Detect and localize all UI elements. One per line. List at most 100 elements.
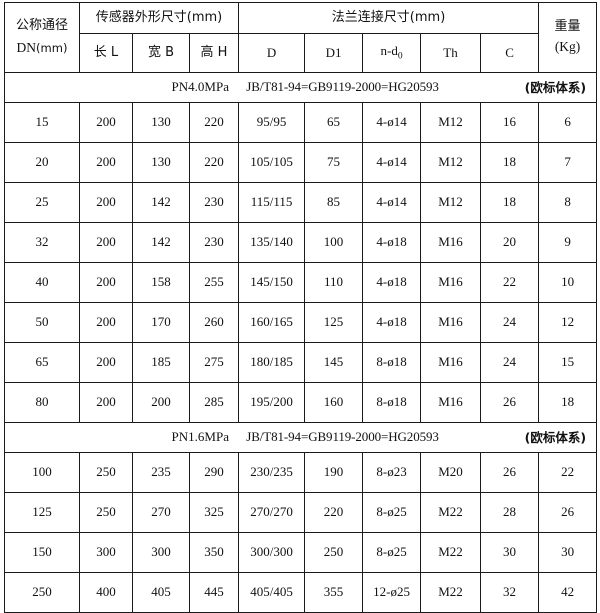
- cell-h: 275: [188, 342, 240, 383]
- cell-nd0: 8-ø25: [362, 492, 422, 533]
- cell-kg: 42: [538, 572, 598, 613]
- table-row: 65 200 185 275 180/185 145 8-ø18 M16 24 15: [4, 342, 598, 383]
- cell-c: 18: [480, 142, 540, 183]
- cell-kg: 26: [538, 492, 598, 533]
- cell-c: 32: [480, 572, 540, 613]
- cell-th: M16: [420, 382, 482, 423]
- specification-table: 公称通径 DN(mm) 传感器外形尺寸(mm) 法兰连接尺寸(mm) 重量 (K…: [3, 2, 598, 613]
- cell-th: M12: [420, 142, 482, 183]
- header-group-row: 公称通径 DN(mm) 传感器外形尺寸(mm) 法兰连接尺寸(mm) 重量 (K…: [4, 2, 598, 73]
- table-body: PN4.0MPa JB/T81-94=GB9119-2000=HG20593 (欧标…: [3, 72, 598, 613]
- cell-dn: 50: [4, 302, 80, 343]
- cell-d: 105/105: [238, 142, 306, 183]
- cell-kg: 22: [538, 452, 598, 493]
- cell-l: 250: [79, 452, 133, 493]
- cell-dn: 32: [4, 222, 80, 263]
- cell-b: 200: [132, 382, 190, 423]
- cell-c: 28: [480, 492, 540, 533]
- cell-h: 220: [188, 102, 240, 143]
- section-standard-code: JB/T81-94=GB9119-2000=HG20593: [246, 429, 439, 445]
- cell-d: 195/200: [238, 382, 306, 423]
- cell-l: 200: [79, 382, 133, 423]
- cell-kg: 9: [538, 222, 598, 263]
- cell-th: M20: [420, 452, 482, 493]
- table-row: 20 200 130 220 105/105 75 4-ø14 M12 18 7: [4, 142, 598, 183]
- cell-b: 185: [132, 342, 190, 383]
- cell-b: 235: [132, 452, 190, 493]
- cell-dn: 20: [4, 142, 80, 183]
- cell-d1: 160: [304, 382, 364, 423]
- cell-l: 200: [79, 262, 133, 303]
- cell-b: 142: [132, 222, 190, 263]
- cell-kg: 30: [538, 532, 598, 573]
- cell-dn: 65: [4, 342, 80, 383]
- header-nominal-diameter-unit: DN(mm): [16, 39, 68, 55]
- header-col-d: D: [238, 33, 306, 73]
- cell-d: 300/300: [238, 532, 306, 573]
- cell-d: 180/185: [238, 342, 306, 383]
- cell-d: 230/235: [238, 452, 306, 493]
- cell-c: 20: [480, 222, 540, 263]
- cell-b: 270: [132, 492, 190, 533]
- cell-c: 22: [480, 262, 540, 303]
- header-sensor-dimensions: 传感器外形尺寸(mm): [78, 2, 240, 34]
- section-header-cell: PN1.6MPa JB/T81-94=GB9119-2000=HG20593 (欧标…: [3, 422, 598, 453]
- header-col-width: 宽 B: [132, 33, 190, 73]
- header-column-row: 长 L 宽 B 高 H D D1 n-d0 Th C: [5, 33, 597, 73]
- cell-b: 130: [132, 142, 190, 183]
- cell-th: M16: [420, 302, 482, 343]
- cell-b: 170: [132, 302, 190, 343]
- cell-dn: 40: [4, 262, 80, 303]
- cell-b: 158: [132, 262, 190, 303]
- table-row: 32 200 142 230 135/140 100 4-ø18 M16 20 9: [4, 222, 598, 263]
- cell-d1: 125: [304, 302, 364, 343]
- cell-c: 30: [480, 532, 540, 573]
- cell-d1: 100: [304, 222, 364, 263]
- cell-kg: 18: [538, 382, 598, 423]
- table-header: 公称通径 DN(mm) 传感器外形尺寸(mm) 法兰连接尺寸(mm) 重量 (K…: [4, 2, 598, 73]
- cell-d: 270/270: [238, 492, 306, 533]
- section-standard-note: (欧标体系): [524, 429, 587, 445]
- cell-kg: 7: [538, 142, 598, 183]
- cell-nd0: 4-ø14: [362, 102, 422, 143]
- cell-l: 200: [79, 182, 133, 223]
- cell-d1: 65: [304, 102, 364, 143]
- header-nominal-diameter-label: 公称通径: [15, 18, 68, 34]
- cell-l: 400: [79, 572, 133, 613]
- header-col-nd0: n-d0: [362, 33, 422, 73]
- cell-h: 220: [188, 142, 240, 183]
- cell-d1: 355: [304, 572, 364, 613]
- cell-d1: 75: [304, 142, 364, 183]
- section-header-row: PN4.0MPa JB/T81-94=GB9119-2000=HG20593 (欧标…: [3, 72, 598, 103]
- cell-l: 300: [79, 532, 133, 573]
- cell-c: 18: [480, 182, 540, 223]
- section-header-cell: PN4.0MPa JB/T81-94=GB9119-2000=HG20593 (欧标…: [3, 72, 598, 103]
- section-pressure-rating: PN4.0MPa: [171, 79, 229, 95]
- cell-l: 200: [79, 102, 133, 143]
- cell-d1: 110: [304, 262, 364, 303]
- cell-l: 200: [79, 342, 133, 383]
- table-row: 15 200 130 220 95/95 65 4-ø14 M12 16 6: [4, 102, 598, 143]
- cell-d: 115/115: [238, 182, 306, 223]
- cell-dn: 250: [4, 572, 80, 613]
- cell-dn: 15: [4, 102, 80, 143]
- cell-h: 255: [188, 262, 240, 303]
- cell-kg: 15: [538, 342, 598, 383]
- cell-th: M22: [420, 532, 482, 573]
- cell-c: 24: [480, 342, 540, 383]
- cell-nd0: 8-ø18: [362, 382, 422, 423]
- cell-d1: 220: [304, 492, 364, 533]
- cell-h: 350: [188, 532, 240, 573]
- cell-nd0: 4-ø18: [362, 302, 422, 343]
- cell-c: 26: [480, 382, 540, 423]
- cell-nd0: 4-ø14: [362, 182, 422, 223]
- cell-d1: 190: [304, 452, 364, 493]
- header-weight: 重量 (Kg): [538, 2, 598, 73]
- cell-h: 285: [188, 382, 240, 423]
- cell-th: M12: [420, 182, 482, 223]
- section-standard-note: (欧标体系): [524, 79, 587, 95]
- cell-b: 405: [132, 572, 190, 613]
- cell-th: M16: [420, 342, 482, 383]
- table-row: 125 250 270 325 270/270 220 8-ø25 M22 28 26: [4, 492, 598, 533]
- table-row: 25 200 142 230 115/115 85 4-ø14 M12 18 8: [4, 182, 598, 223]
